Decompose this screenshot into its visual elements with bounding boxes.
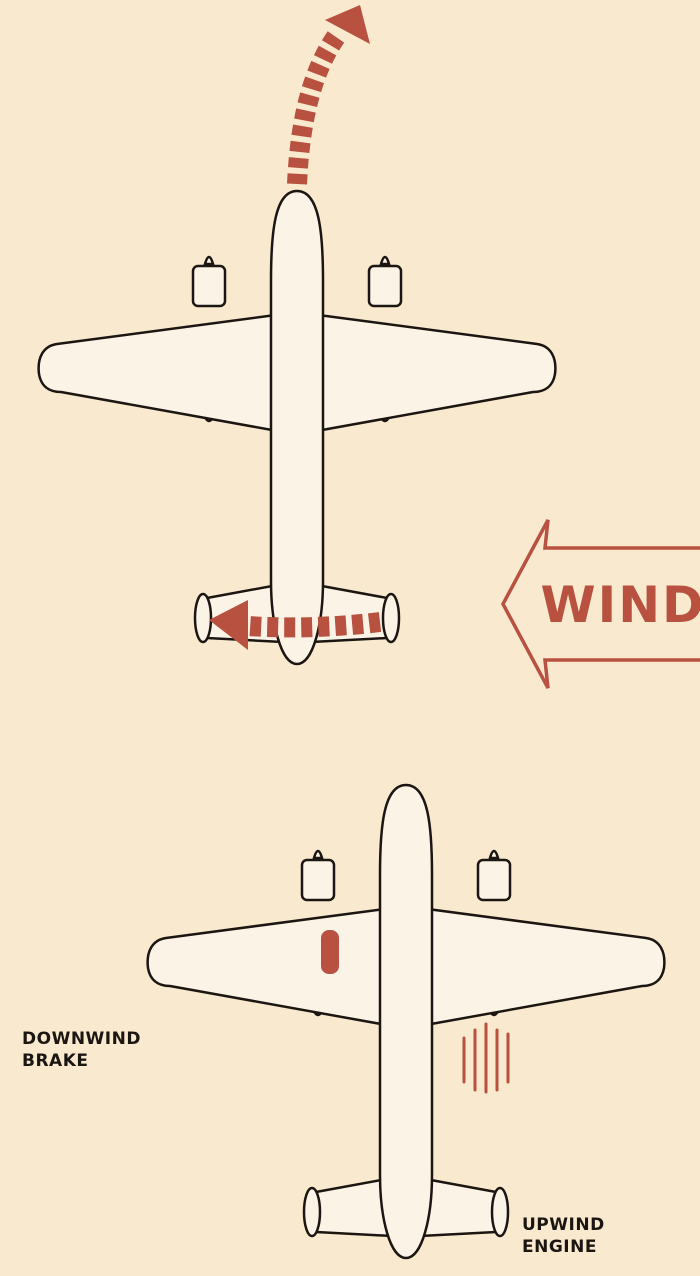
turn-arrow-nose	[287, 5, 370, 185]
engine-thrust-lines	[462, 1022, 510, 1094]
wind-label: WIND	[540, 576, 700, 634]
downwind-brake-label: DOWNWIND BRAKE	[22, 1029, 141, 1071]
brake-marker	[321, 930, 339, 974]
aircraft-top	[37, 189, 557, 666]
turn-arrow-tail	[209, 600, 382, 650]
wind-arrow: WIND	[501, 519, 700, 689]
upwind-engine-label: UPWIND ENGINE	[522, 1215, 605, 1257]
aircraft-bottom	[146, 783, 666, 1260]
